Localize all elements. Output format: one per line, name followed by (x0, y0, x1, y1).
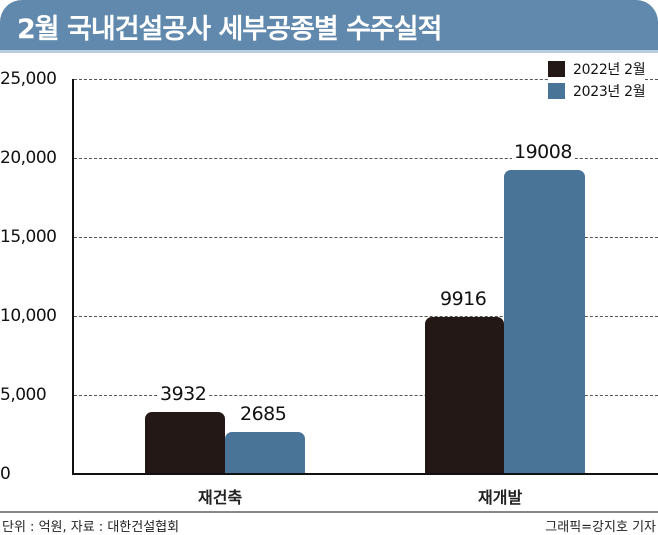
footer-divider (0, 511, 658, 513)
bar-재건축-2022 (145, 412, 225, 474)
value-label: 19008 (512, 141, 574, 163)
legend-swatch-2022 (548, 61, 565, 77)
x-axis (72, 473, 658, 475)
legend-item-2023: 2023년 2월 (548, 80, 646, 102)
bar-재개발-2023 (504, 170, 585, 474)
y-tick-25000: 25,000 (0, 69, 57, 89)
gridline (74, 79, 658, 80)
footer-credit: 그래픽=강지호 기자 (545, 520, 656, 535)
gridline (74, 316, 658, 317)
title-bar: 2월 국내건설공사 세부공종별 수주실적 (0, 0, 658, 50)
gridline (74, 158, 658, 159)
gridline (74, 237, 658, 238)
bar-재개발-2022 (425, 317, 504, 474)
chart-title: 2월 국내건설공사 세부공종별 수주실적 (17, 14, 442, 45)
category-label-재개발: 재개발 (478, 488, 523, 507)
category-label-재건축: 재건축 (198, 488, 243, 507)
y-tick-20000: 20,000 (0, 148, 57, 168)
legend-label: 2022년 2월 (573, 62, 646, 78)
legend-swatch-2023 (548, 83, 565, 99)
value-label: 3932 (158, 383, 209, 405)
y-tick-0: 0 (0, 464, 11, 484)
bar-재건축-2023 (225, 432, 305, 474)
legend: 2022년 2월 2023년 2월 (548, 58, 646, 102)
value-label: 9916 (438, 288, 489, 310)
value-label: 2685 (238, 403, 289, 425)
footer-source: 단위 : 억원, 자료 : 대한건설협회 (2, 520, 180, 535)
y-axis (72, 79, 74, 475)
legend-label: 2023년 2월 (573, 84, 646, 100)
gridline (74, 395, 658, 396)
title-underline (0, 50, 658, 53)
y-tick-10000: 10,000 (0, 306, 57, 326)
y-tick-5000: 5,000 (0, 385, 47, 405)
legend-item-2022: 2022년 2월 (548, 58, 646, 80)
y-tick-15000: 15,000 (0, 227, 57, 247)
